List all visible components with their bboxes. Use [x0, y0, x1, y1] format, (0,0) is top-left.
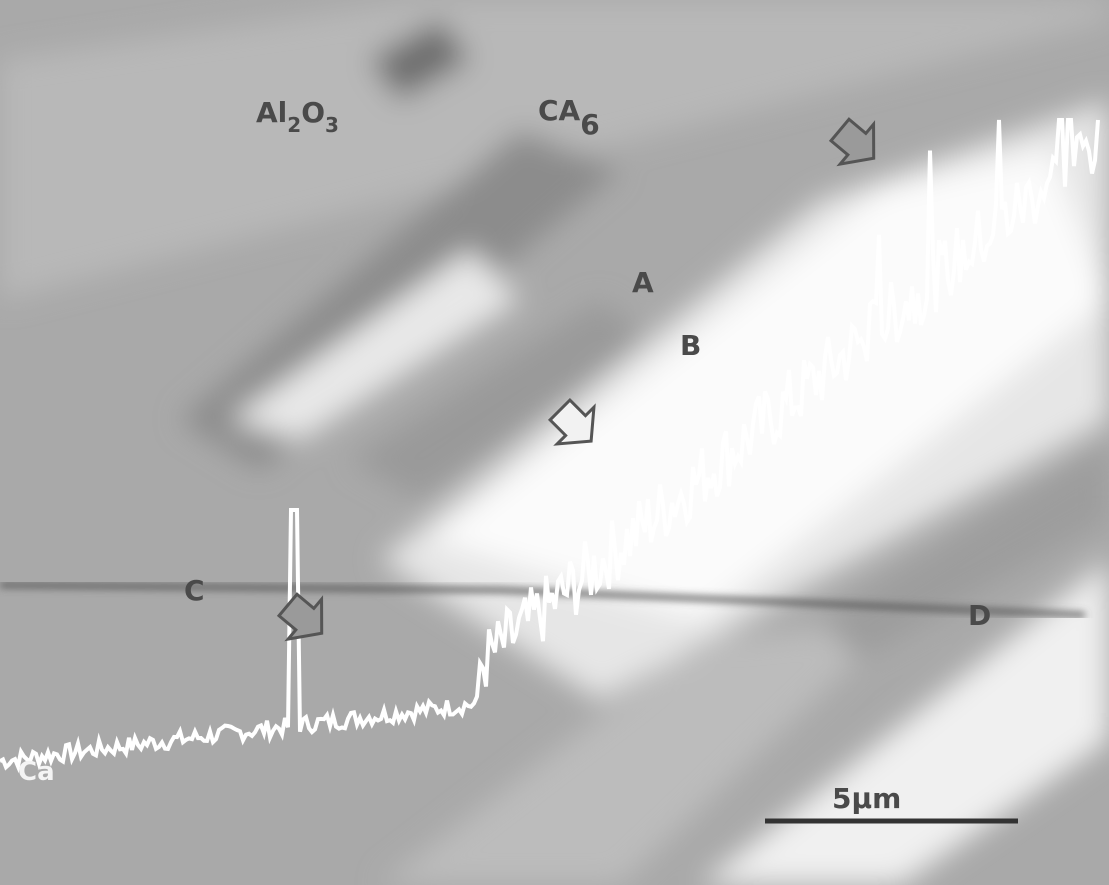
point-label: C — [184, 574, 205, 607]
micrograph: Al2O3 CA6 A B C D Ca 5μm — [0, 0, 1109, 885]
point-label: B — [680, 329, 701, 362]
point-label: D — [968, 599, 991, 632]
scale-label: 5μm — [832, 782, 901, 815]
point-label: A — [632, 266, 654, 299]
element-label: Ca — [18, 757, 55, 787]
